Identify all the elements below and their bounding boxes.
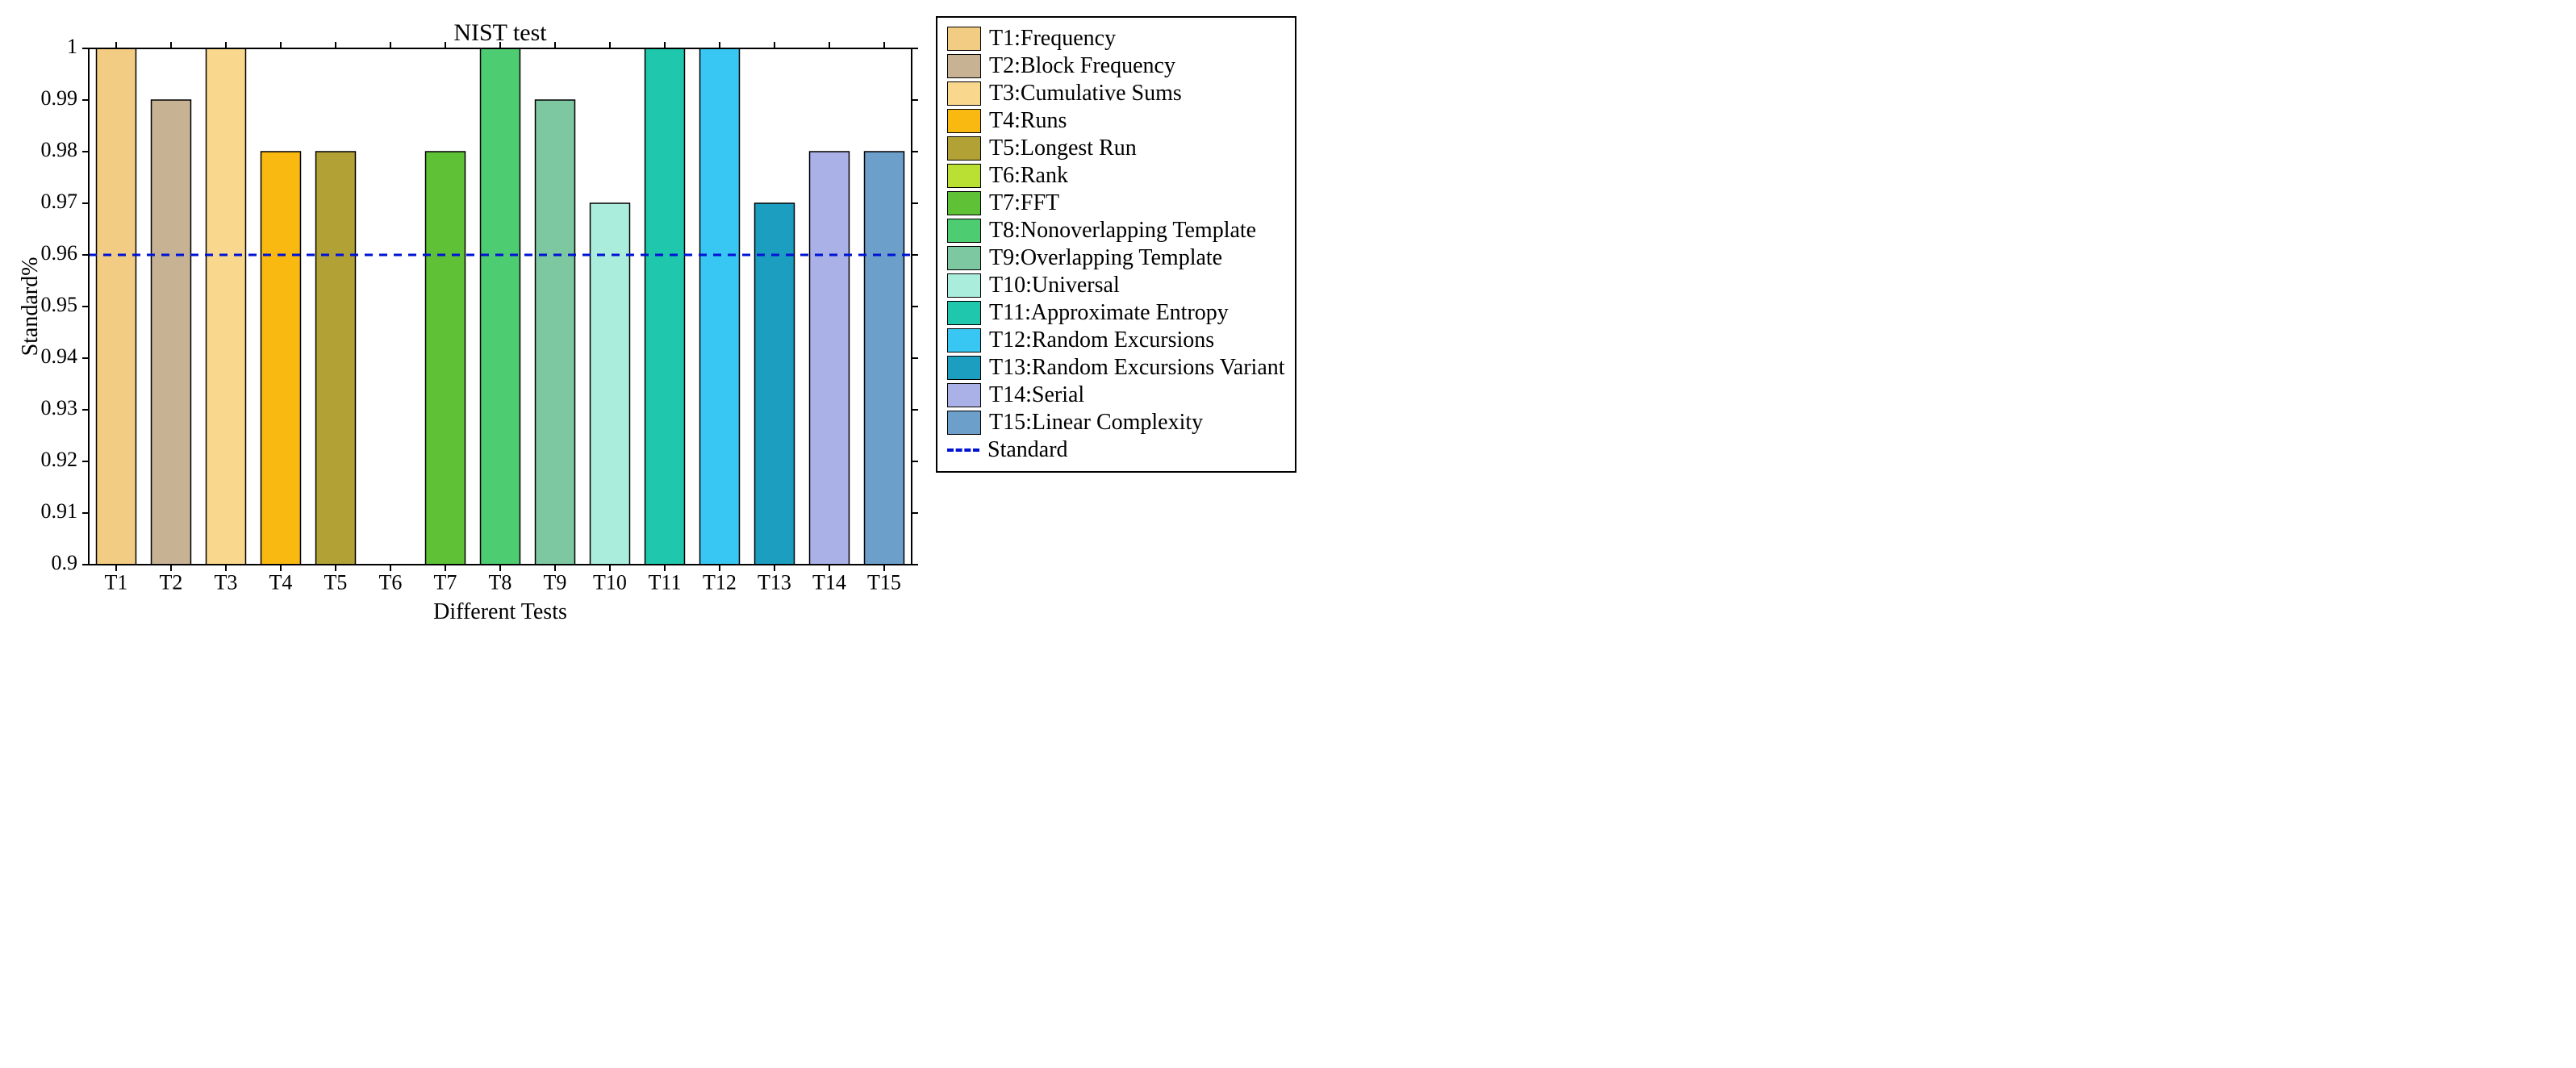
legend-swatch (947, 383, 981, 407)
bar-t10 (591, 203, 630, 565)
legend-item: T8:Nonoverlapping Template (947, 218, 1285, 244)
legend-item: T5:Longest Run (947, 136, 1285, 161)
legend-label: T2:Block Frequency (989, 53, 1175, 79)
legend-item: T11:Approximate Entropy (947, 300, 1285, 326)
bar-t11 (645, 48, 685, 565)
legend-item: T12:Random Excursions (947, 327, 1285, 353)
legend-swatch (947, 81, 981, 106)
legend-label: Standard (987, 437, 1068, 463)
legend-box: T1:FrequencyT2:Block FrequencyT3:Cumulat… (936, 16, 1296, 473)
legend-label: T15:Linear Complexity (989, 410, 1203, 436)
legend-label: T6:Rank (989, 163, 1068, 189)
x-tick-label: T9 (544, 570, 567, 594)
legend-swatch (947, 219, 981, 243)
y-tick-label: 0.91 (41, 499, 78, 523)
legend-swatch (947, 356, 981, 380)
y-tick-label: 0.96 (41, 241, 78, 265)
legend-swatch (947, 246, 981, 270)
legend-swatch (947, 164, 981, 188)
legend-swatch (947, 411, 981, 435)
legend-swatch (947, 273, 981, 298)
legend-dash-icon (947, 439, 979, 461)
bar-t14 (810, 152, 850, 565)
y-tick-label: 0.98 (41, 138, 78, 161)
legend-label: T14:Serial (989, 382, 1084, 408)
legend-label: T10:Universal (989, 273, 1120, 298)
bar-t9 (536, 100, 575, 565)
legend-label: T11:Approximate Entropy (989, 300, 1229, 326)
legend-item: T4:Runs (947, 108, 1285, 134)
legend-item: T10:Universal (947, 273, 1285, 298)
x-tick-label: T1 (105, 570, 128, 594)
legend-label: T12:Random Excursions (989, 327, 1214, 353)
chart-title: NIST test (453, 19, 547, 46)
legend-label: T7:FFT (989, 190, 1059, 216)
chart-container: 0.9 0.91 0.92 0.93 0.94 0.95 0.96 0.97 0.98 0.99 1… (16, 16, 2560, 625)
bar-t1 (97, 48, 136, 565)
x-tick-label: T8 (489, 570, 512, 594)
y-tick-label: 0.99 (41, 86, 78, 110)
y-tick-label: 0.95 (41, 293, 78, 316)
legend-swatch (947, 54, 981, 78)
legend-item: Standard (947, 437, 1285, 463)
x-tick-label: T10 (593, 570, 627, 594)
bar-t4 (261, 152, 301, 565)
y-axis-label: Standard% (18, 257, 43, 357)
legend-label: T4:Runs (989, 108, 1067, 134)
bar-t13 (755, 203, 795, 565)
x-tick-label: T11 (649, 570, 682, 594)
y-tick-label: 0.94 (41, 344, 78, 368)
y-tick-label: 0.97 (41, 190, 78, 213)
legend-label: T9:Overlapping Template (989, 245, 1222, 271)
x-tick-label: T14 (812, 570, 846, 594)
x-tick-label: T2 (160, 570, 183, 594)
legend-item: T15:Linear Complexity (947, 410, 1285, 436)
legend-item: T1:Frequency (947, 26, 1285, 52)
legend-swatch (947, 328, 981, 353)
bar-t7 (426, 152, 466, 565)
legend-swatch (947, 27, 981, 51)
legend-label: T1:Frequency (989, 26, 1116, 52)
x-tick-label: T12 (703, 570, 737, 594)
x-tick-label: T13 (758, 570, 791, 594)
legend-label: T5:Longest Run (989, 136, 1137, 161)
legend-item: T3:Cumulative Sums (947, 81, 1285, 106)
legend-swatch (947, 191, 981, 215)
bar-t12 (700, 48, 740, 565)
legend-label: T8:Nonoverlapping Template (989, 218, 1256, 244)
legend-label: T13:Random Excursions Variant (989, 355, 1285, 381)
y-tick-label: 0.9 (52, 551, 78, 574)
x-tick-label: T5 (324, 570, 348, 594)
y-tick-label: 0.93 (41, 396, 78, 419)
plot-area: 0.9 0.91 0.92 0.93 0.94 0.95 0.96 0.97 0.98 0.99 1… (16, 16, 920, 625)
bar-chart-svg: 0.9 0.91 0.92 0.93 0.94 0.95 0.96 0.97 0.98 0.99 1… (16, 16, 920, 621)
x-tick-label: T7 (434, 570, 457, 594)
x-tick-label: T15 (867, 570, 901, 594)
bar-t5 (316, 152, 356, 565)
legend-swatch (947, 301, 981, 325)
legend-item: T13:Random Excursions Variant (947, 355, 1285, 381)
bar-t15 (865, 152, 904, 565)
bar-t2 (152, 100, 191, 565)
legend-item: T7:FFT (947, 190, 1285, 216)
legend-swatch (947, 136, 981, 161)
legend-item: T6:Rank (947, 163, 1285, 189)
legend-item: T9:Overlapping Template (947, 245, 1285, 271)
bar-t8 (481, 48, 520, 565)
legend-label: T3:Cumulative Sums (989, 81, 1182, 106)
x-tick-label: T4 (269, 570, 293, 594)
legend-item: T2:Block Frequency (947, 53, 1285, 79)
legend-swatch (947, 109, 981, 133)
y-tick-label: 1 (67, 35, 77, 58)
x-tick-label: T3 (215, 570, 238, 594)
y-tick-label: 0.92 (41, 448, 78, 471)
legend-item: T14:Serial (947, 382, 1285, 408)
x-axis-label: Different Tests (433, 599, 567, 621)
bar-t3 (207, 48, 246, 565)
x-tick-label: T6 (379, 570, 403, 594)
